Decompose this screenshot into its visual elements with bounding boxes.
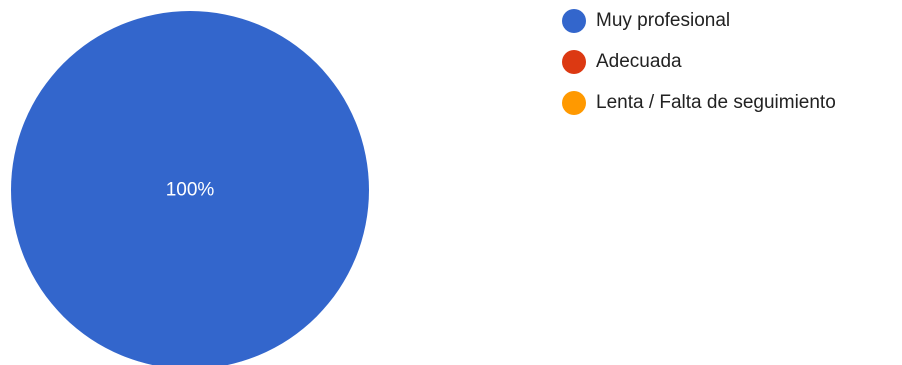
legend-swatch-icon (562, 90, 586, 115)
chart-legend: Muy profesional Adecuada Lenta / Falta de … (562, 8, 836, 133)
legend-label: Muy profesional (596, 10, 731, 31)
pie-slice-label-0: 100% (166, 180, 215, 201)
legend-label: Adecuada (596, 51, 682, 72)
legend-swatch-icon (562, 49, 586, 74)
pie-slice-labels: 100% (166, 180, 215, 201)
legend-item-0: Muy profesional (562, 8, 836, 33)
pie-slices (11, 11, 369, 365)
legend-item-2: Lenta / Falta de seguimiento (562, 90, 836, 115)
legend-swatch-icon (562, 8, 586, 33)
legend-item-1: Adecuada (562, 49, 836, 74)
legend-label: Lenta / Falta de seguimiento (596, 92, 836, 113)
pie-slice-0 (11, 11, 369, 365)
